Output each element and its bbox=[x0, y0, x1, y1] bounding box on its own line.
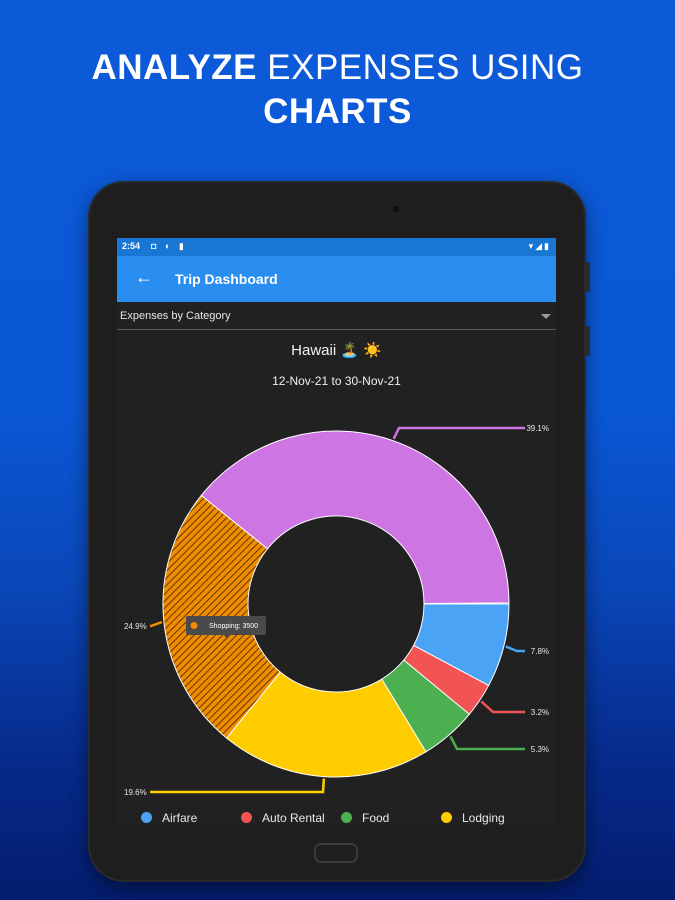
notification-icons: ◘ ◐ ▮ bbox=[151, 241, 187, 251]
headline-light-text: EXPENSES USING bbox=[267, 48, 584, 87]
data-label: 7.8% bbox=[531, 647, 549, 656]
legend-label-auto-rental: Auto Rental bbox=[262, 811, 325, 825]
promo-headline: ANALYZE EXPENSES USING CHARTS bbox=[0, 46, 675, 134]
leader-line bbox=[392, 426, 525, 440]
legend-dot-auto-rental bbox=[241, 812, 252, 823]
front-camera bbox=[393, 206, 399, 212]
wifi-signal-battery-icons: ▾◢▮ bbox=[528, 241, 551, 251]
leader-line bbox=[150, 778, 326, 794]
donut-slice-lodging[interactable] bbox=[225, 671, 427, 778]
chart-tooltip: Shopping: 3500 bbox=[186, 616, 266, 639]
donut-slice-other[interactable] bbox=[200, 430, 510, 604]
app-bar: ← Trip Dashboard bbox=[117, 256, 556, 302]
data-label: 3.2% bbox=[531, 708, 549, 717]
leader-line bbox=[480, 700, 525, 714]
legend-label-airfare: Airfare bbox=[162, 811, 198, 825]
app-screen: 2:54 ◘ ◐ ▮ ▾◢▮ ← Trip Dashboard Expenses… bbox=[117, 238, 556, 825]
chevron-down-icon bbox=[541, 314, 551, 319]
status-time: 2:54 bbox=[122, 241, 141, 251]
data-label: 39.1% bbox=[526, 424, 549, 433]
tablet-volume-button bbox=[586, 262, 590, 292]
leader-line bbox=[505, 645, 525, 653]
headline-line-1: ANALYZE EXPENSES USING bbox=[0, 46, 675, 90]
status-bar: 2:54 ◘ ◐ ▮ ▾◢▮ bbox=[117, 238, 556, 256]
home-button[interactable] bbox=[314, 843, 358, 863]
expenses-donut-chart[interactable]: 7.8% 3.2% 5.3% 19.6% 24.9% 39.1% Shopping: 35… bbox=[117, 238, 556, 825]
legend-item-auto-rental[interactable]: Auto Rental bbox=[241, 811, 325, 825]
legend-label-lodging: Lodging bbox=[462, 811, 505, 825]
tooltip-box bbox=[186, 616, 266, 635]
legend-item-lodging[interactable]: Lodging bbox=[441, 811, 505, 825]
legend-item-food[interactable]: Food bbox=[341, 811, 389, 825]
legend-label-food: Food bbox=[362, 811, 390, 825]
tablet-power-button bbox=[586, 326, 590, 356]
data-label: 24.9% bbox=[124, 622, 147, 631]
leader-line bbox=[449, 735, 525, 751]
headline-bold-analyze: ANALYZE bbox=[91, 48, 258, 87]
data-label: 5.3% bbox=[531, 745, 549, 754]
trip-title: Hawaii 🏝️ ☀️ bbox=[291, 342, 382, 359]
tooltip-text: Shopping: 3500 bbox=[209, 623, 258, 630]
back-arrow-icon[interactable]: ← bbox=[135, 267, 153, 287]
chart-legend: Airfare Auto Rental Food Lodging bbox=[117, 810, 556, 825]
legend-dot-lodging bbox=[441, 812, 452, 823]
dropdown-selected-value: Expenses by Category bbox=[120, 310, 231, 322]
chart-type-dropdown[interactable]: Expenses by Category bbox=[117, 302, 556, 330]
headline-line-2: CHARTS bbox=[0, 90, 675, 134]
tooltip-color-dot bbox=[190, 622, 198, 629]
legend-item-airfare[interactable]: Airfare bbox=[141, 811, 197, 825]
tooltip-pointer bbox=[224, 635, 230, 639]
legend-dot-food bbox=[341, 812, 352, 823]
headline-bold-charts: CHARTS bbox=[263, 92, 412, 131]
page-title: Trip Dashboard bbox=[175, 271, 278, 287]
data-label: 19.6% bbox=[124, 788, 147, 797]
trip-date-range: 12-Nov-21 to 30-Nov-21 bbox=[272, 374, 401, 388]
legend-dot-airfare bbox=[141, 812, 152, 823]
leader-line bbox=[150, 620, 163, 628]
